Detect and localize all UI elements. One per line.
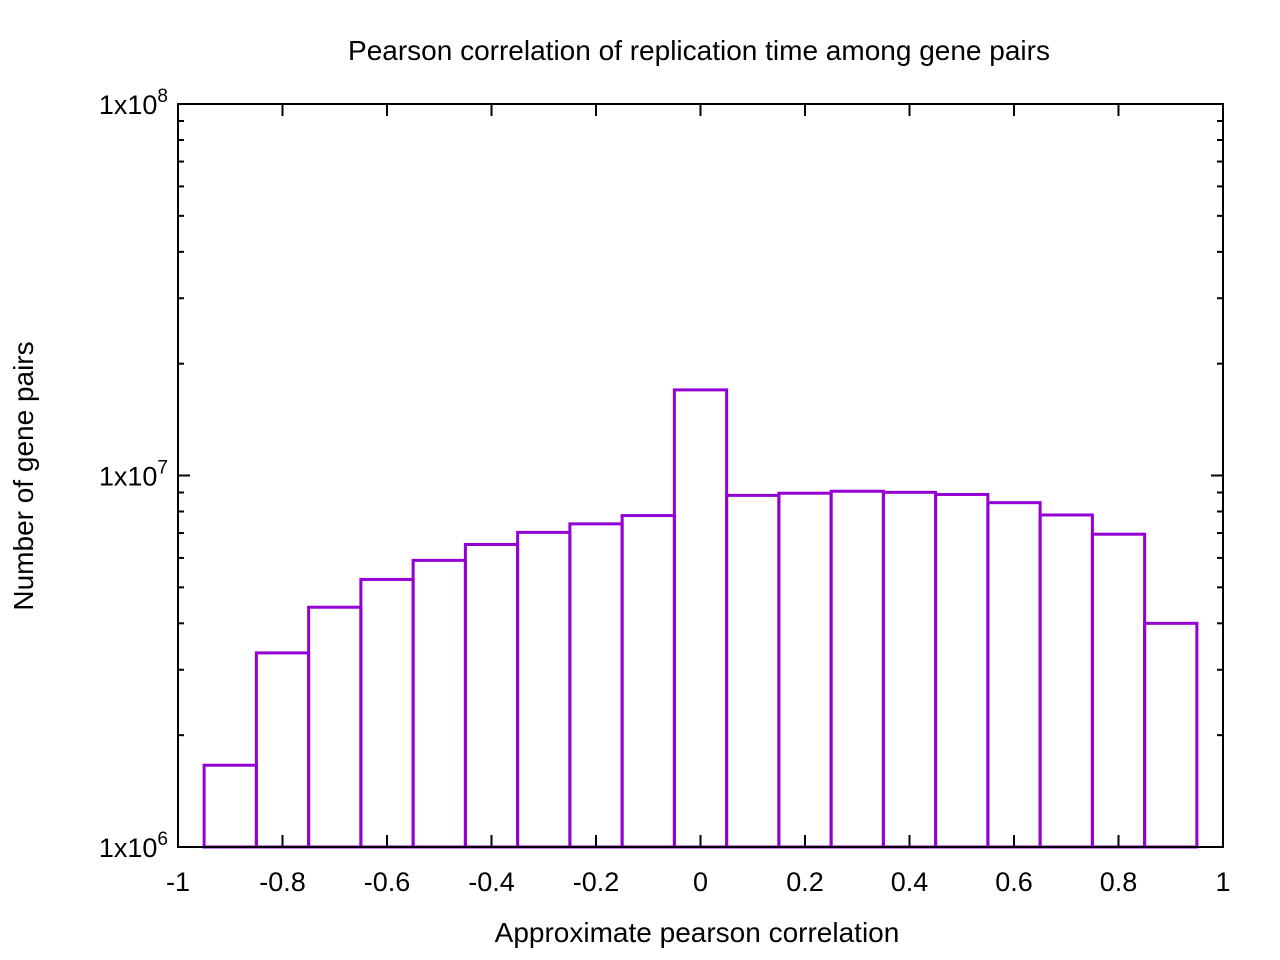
x-tick-label: -1 xyxy=(166,867,190,897)
tick-labels-group: -1 -0.8 -0.6 -0.4 -0.2 0 0.2 0.4 0.6 0.8 1 1x106 1x1… xyxy=(99,86,1231,897)
x-tick-label: -0.6 xyxy=(364,867,411,897)
plot-frame xyxy=(177,103,1224,848)
x-axis-label: Approximate pearson correlation xyxy=(495,917,900,948)
chart-title: Pearson correlation of replication time … xyxy=(348,35,1050,66)
x-tick-label: 0 xyxy=(693,867,708,897)
y-axis-label: Number of gene pairs xyxy=(8,341,39,610)
x-tick-label: -0.2 xyxy=(573,867,620,897)
y-tick-label: 1x108 xyxy=(99,86,168,120)
x-tick-label: 0.2 xyxy=(786,867,824,897)
x-tick-label: 1 xyxy=(1215,867,1230,897)
x-tick-label: -0.4 xyxy=(468,867,515,897)
y-tick-label: 1x107 xyxy=(99,458,168,492)
x-tick-label: 0.4 xyxy=(891,867,929,897)
x-tick-label: 0.6 xyxy=(995,867,1033,897)
x-tick-label: -0.8 xyxy=(259,867,306,897)
y-tick-label: 1x106 xyxy=(99,829,168,863)
x-tick-label: 0.8 xyxy=(1100,867,1138,897)
